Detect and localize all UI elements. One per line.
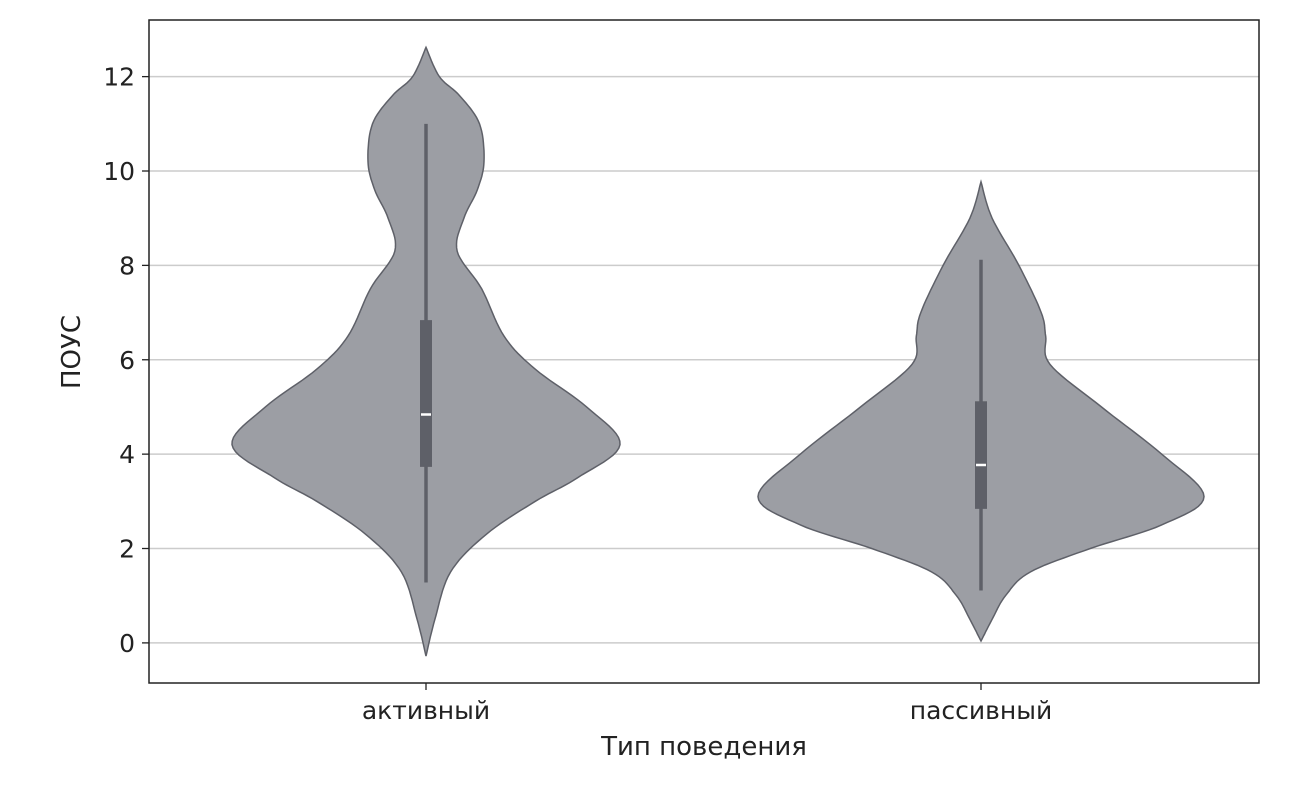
plot-frame: [148, 19, 1260, 684]
y-tick-label: 8: [119, 251, 135, 280]
y-tick-label: 4: [119, 440, 135, 469]
x-axis-label: Тип поведения: [600, 732, 807, 762]
violin-box: [975, 401, 987, 509]
y-axis: 0 2 4 6 8 10 12: [103, 63, 149, 658]
y-tick-label: 0: [119, 629, 135, 658]
violin-box: [420, 320, 432, 467]
y-tick-label: 10: [103, 157, 135, 186]
x-axis: активный пассивный: [362, 683, 1052, 725]
y-axis-label: ПОУС: [57, 315, 87, 389]
y-tick-label: 6: [119, 346, 135, 375]
gridlines: [149, 75, 1259, 644]
y-tick-label: 12: [103, 63, 135, 92]
violins: [231, 45, 1205, 657]
x-tick-label: активный: [362, 696, 490, 725]
x-tick-label: пассивный: [910, 696, 1052, 725]
y-tick-label: 2: [119, 535, 135, 564]
